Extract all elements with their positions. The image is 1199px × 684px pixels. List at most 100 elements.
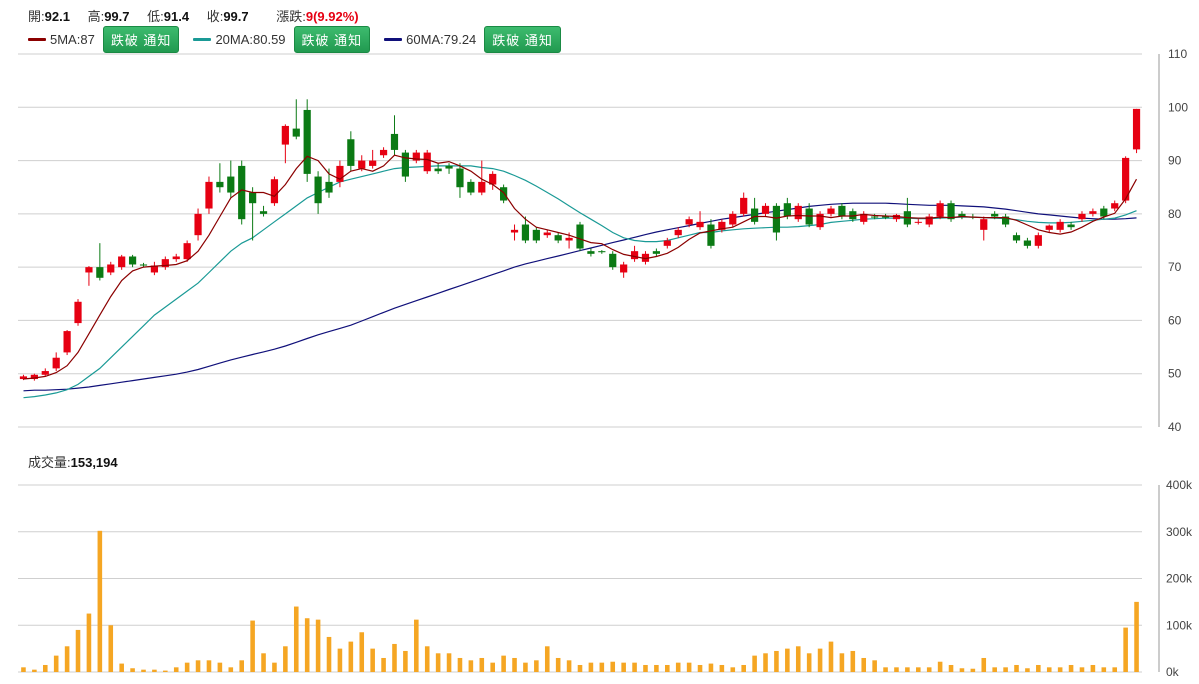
ma60-alert-button[interactable]: 跌破 通知 (484, 25, 561, 53)
candle-body (772, 205, 781, 233)
volume-bar (468, 660, 474, 672)
candle-body (652, 251, 660, 254)
candle-body (150, 265, 159, 273)
candle-body (478, 181, 486, 193)
volume-bar (501, 655, 506, 672)
candle-body (1100, 208, 1108, 217)
candle-body (707, 224, 715, 246)
volume-bar (86, 613, 92, 672)
candle-body (19, 376, 28, 380)
volume-bar (403, 650, 408, 672)
candle-body (172, 256, 180, 260)
candle-body (794, 205, 802, 220)
volume-bar (293, 606, 299, 672)
candle-body (641, 253, 650, 262)
candle-body (303, 109, 311, 174)
candle-body (718, 221, 726, 230)
volume-bar (1057, 667, 1063, 672)
volume-bar (337, 648, 343, 672)
ma20-label: 20MA:80.59 (215, 31, 286, 47)
volume-bar (32, 669, 37, 672)
candle-body (434, 168, 442, 172)
volume-bar (752, 655, 757, 672)
volume-bar (534, 660, 539, 672)
price-tick-label: 110 (1168, 47, 1187, 61)
volume-bar (643, 664, 648, 672)
candle-body (696, 221, 704, 228)
candle-body (783, 203, 791, 217)
candle-body (1132, 108, 1141, 150)
volume-bar (970, 668, 976, 672)
price-tick-label: 90 (1168, 154, 1182, 168)
price-tick-label: 50 (1168, 367, 1182, 381)
volume-bar (839, 653, 845, 672)
volume-bar (315, 619, 321, 672)
candle-body (849, 211, 857, 220)
candle-body (761, 205, 770, 214)
ma20-alert-button[interactable]: 跌破 通知 (293, 25, 371, 53)
volume-bar (348, 641, 354, 672)
volume-bar (741, 664, 746, 672)
candle-body (358, 160, 366, 169)
volume-bar (621, 662, 626, 672)
volume-bar (883, 667, 888, 672)
volume-bar (370, 648, 375, 672)
candle-body (52, 357, 60, 369)
volume-bar (414, 619, 419, 672)
candle-body (1034, 235, 1042, 246)
volume-bar (697, 664, 703, 672)
volume-bar (490, 662, 495, 672)
volume-bar (250, 620, 255, 672)
candle-body (958, 213, 966, 217)
candle-body (423, 152, 431, 172)
candle-body (1045, 225, 1053, 230)
volume-bar (763, 653, 768, 672)
candle-body (379, 149, 388, 156)
candle-body (325, 181, 333, 193)
volume-bar (1079, 667, 1085, 672)
candle-body (227, 176, 235, 193)
volume-tick-label: 400k (1166, 478, 1193, 492)
candle-body (947, 203, 955, 220)
ma20-legend: 20MA:80.59 (193, 31, 286, 47)
volume-bar (632, 662, 637, 672)
candle-body (1089, 211, 1097, 214)
volume-bar (239, 660, 245, 672)
candle-body (1012, 235, 1021, 241)
volume-bar (948, 664, 954, 672)
volume-bar (479, 657, 485, 672)
candle-body (194, 213, 202, 236)
candle-body (183, 243, 191, 260)
candle-body (860, 213, 868, 222)
volume-bar (566, 660, 572, 672)
volume-bar (872, 660, 877, 672)
volume-bar (173, 667, 179, 672)
candle-body (336, 165, 344, 182)
candle-body (729, 213, 737, 225)
volume-bar (283, 646, 288, 672)
volume-bar (64, 646, 70, 672)
volume-bar (1134, 601, 1139, 672)
volume-tick-label: 200k (1166, 572, 1193, 586)
candle-body (936, 203, 944, 217)
price-change: 漲跌:9(9.92%) (276, 9, 359, 24)
volume-bar (424, 646, 430, 672)
candle-body (249, 192, 257, 204)
candle-body (489, 173, 497, 185)
volume-bar (53, 655, 59, 672)
candle-body (1078, 213, 1086, 220)
ma60-legend: 60MA:79.24 (384, 32, 476, 47)
candle-body (412, 152, 420, 161)
volume-bar (708, 663, 714, 672)
price-tick-label: 100 (1168, 100, 1188, 114)
volume-bar (665, 664, 670, 672)
ma5-swatch (28, 37, 46, 41)
candle-body (281, 125, 289, 145)
candle-body (118, 256, 126, 268)
ma60-swatch (384, 37, 403, 41)
close-price: 收:99.7 (206, 9, 249, 24)
ma5-alert-button[interactable]: 跌破 通知 (102, 25, 180, 53)
candle-body (740, 197, 748, 214)
price-summary: 開:92.1 高:99.7 低:91.4 收:99.7 漲跌:9(9.92%) (28, 6, 373, 25)
candle-body (270, 179, 279, 204)
